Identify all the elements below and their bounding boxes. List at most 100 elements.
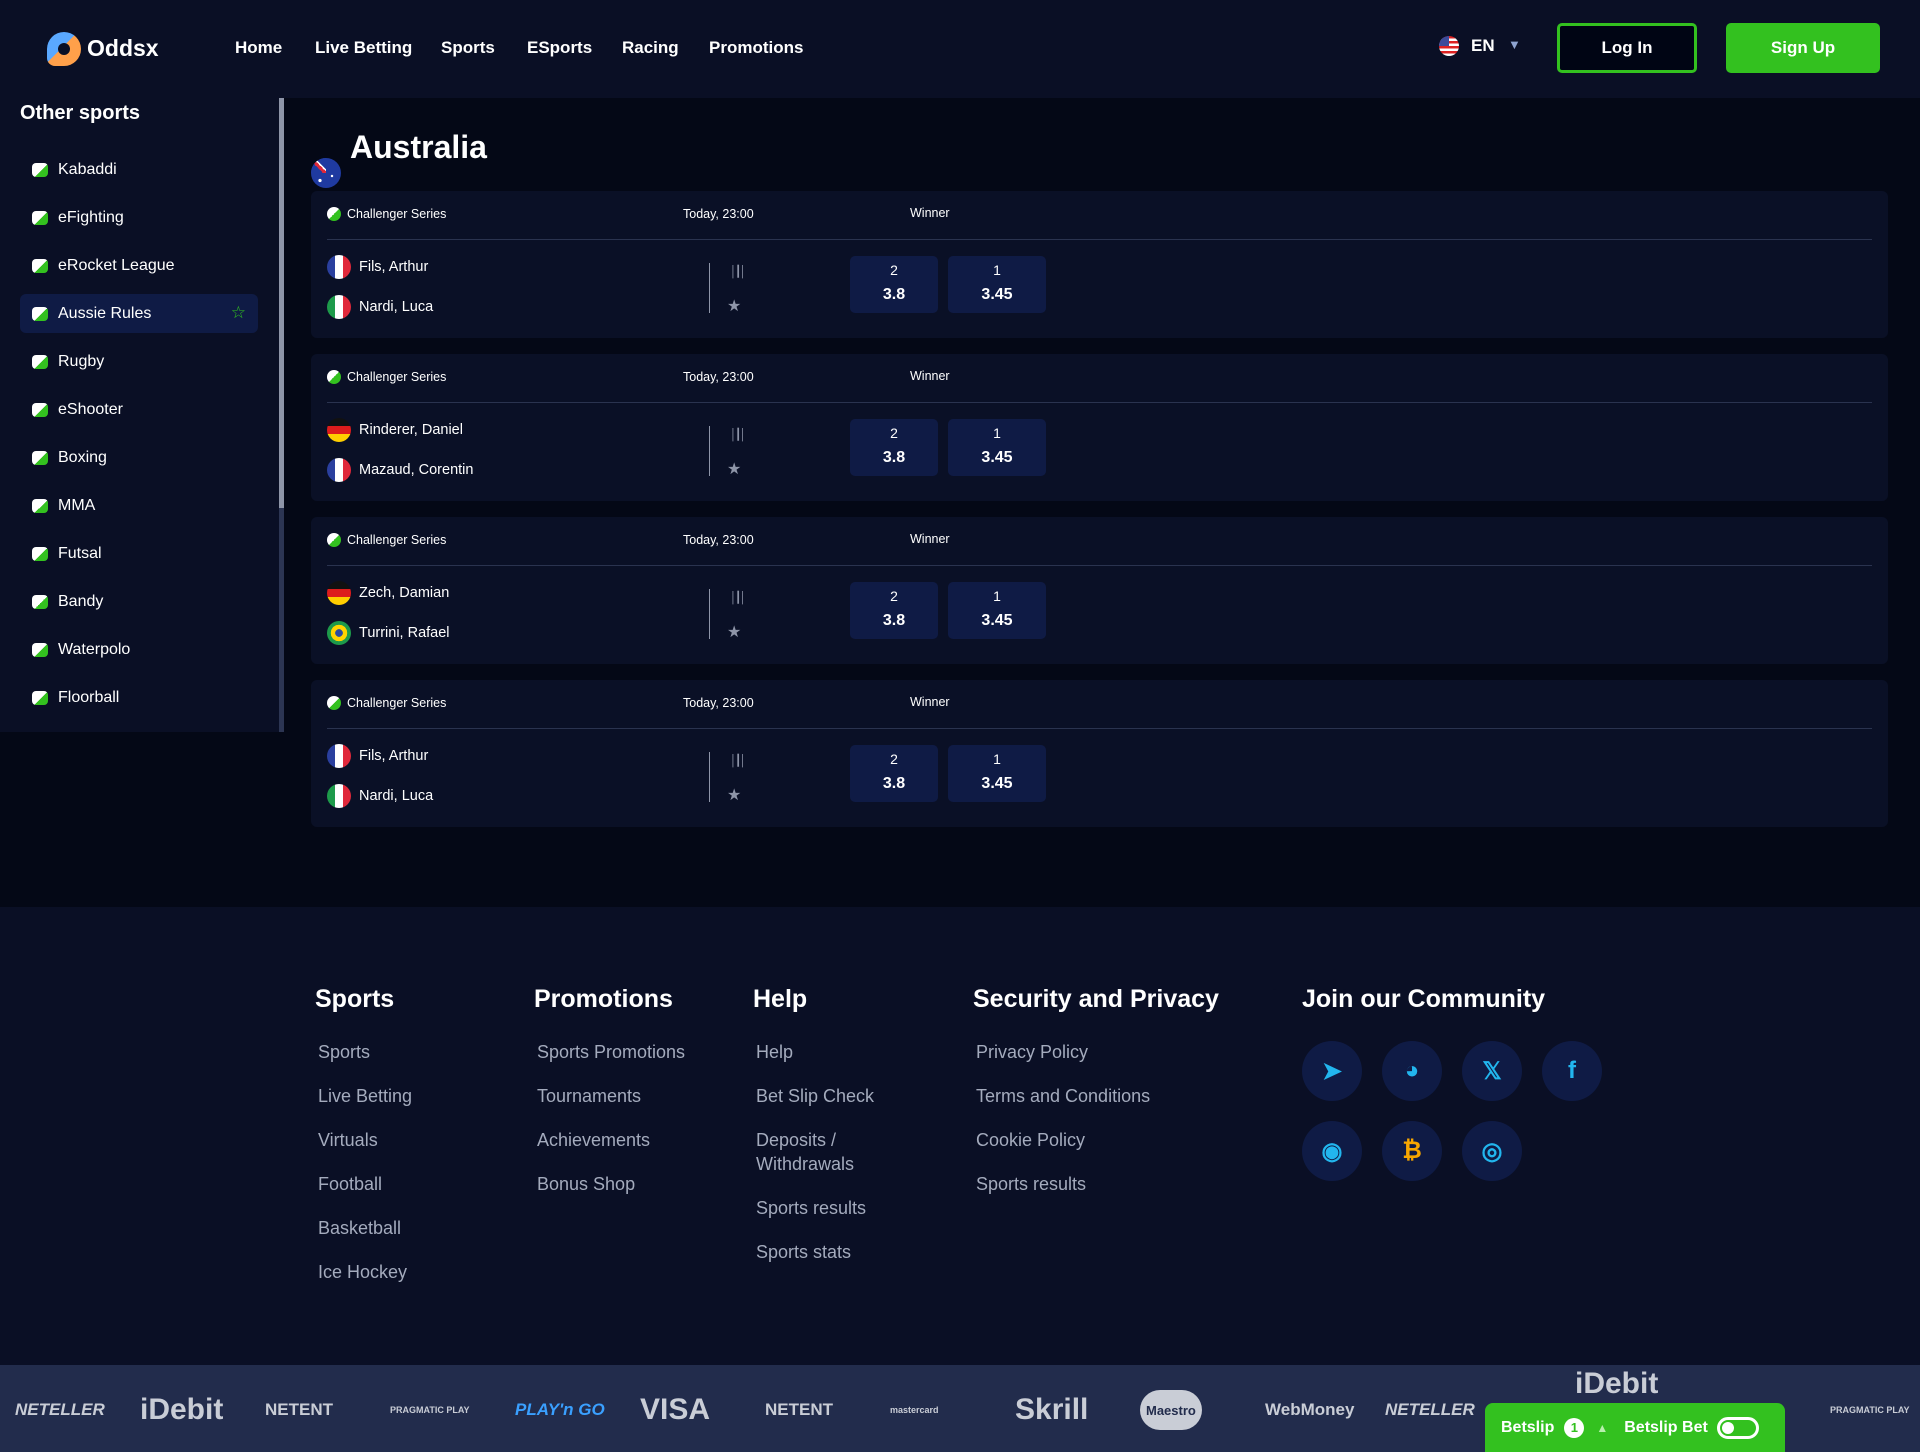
footer-link[interactable]: Virtuals xyxy=(318,1130,378,1150)
footer-link[interactable]: Cookie Policy xyxy=(976,1130,1086,1150)
team-row[interactable]: Zech, Damian xyxy=(327,581,449,605)
telegram-button[interactable]: ➤ xyxy=(1302,1041,1362,1101)
sidebar-item-futsal[interactable]: Futsal xyxy=(20,534,258,573)
footer-link[interactable]: Ice Hockey xyxy=(318,1262,408,1282)
favorite-star-icon[interactable]: ★ xyxy=(727,624,742,641)
eshooter-icon xyxy=(32,402,48,417)
chevron-up-icon[interactable]: ▲ xyxy=(1596,1420,1609,1435)
nav-esports[interactable]: ESports xyxy=(527,38,593,57)
favorite-star-icon[interactable]: ★ xyxy=(727,461,742,478)
footer-link[interactable]: Tournaments xyxy=(537,1086,642,1106)
league-name[interactable]: Challenger Series xyxy=(347,696,447,710)
league-name[interactable]: Challenger Series xyxy=(347,533,447,547)
odds-button[interactable]: 2 3.8 xyxy=(850,256,938,313)
favorite-star-icon[interactable]: ★ xyxy=(727,298,742,315)
language-selector[interactable]: EN xyxy=(1471,36,1495,55)
odds-button[interactable]: 2 3.8 xyxy=(850,582,938,639)
odds-value: 3.8 xyxy=(882,775,906,792)
league-name[interactable]: Challenger Series xyxy=(347,370,447,384)
team-name: Mazaud, Corentin xyxy=(359,462,474,478)
footer-link[interactable]: Sports xyxy=(318,1042,371,1062)
odds-button[interactable]: 1 3.45 xyxy=(948,582,1046,639)
sidebar-item-waterpolo[interactable]: Waterpolo xyxy=(20,630,258,669)
sidebar-item-aussie-rules[interactable]: Aussie Rules ☆ xyxy=(20,294,258,333)
sidebar-item-label: MMA xyxy=(58,496,96,514)
team-row[interactable]: Nardi, Luca xyxy=(327,295,433,319)
team-row[interactable]: Mazaud, Corentin xyxy=(327,458,473,482)
odds-outcome: 1 xyxy=(993,262,1001,278)
odds-button[interactable]: 1 3.45 xyxy=(948,419,1046,476)
favorite-star-icon[interactable]: ☆ xyxy=(230,303,246,322)
stats-icon[interactable]: │┃│ xyxy=(730,592,746,604)
league-name[interactable]: Challenger Series xyxy=(347,207,447,221)
team-row[interactable]: Fils, Arthur xyxy=(327,255,428,279)
footer-link[interactable]: Basketball xyxy=(318,1218,402,1238)
stats-icon[interactable]: │┃│ xyxy=(730,266,746,278)
sidebar-item-bandy[interactable]: Bandy xyxy=(20,582,258,621)
betslip-label[interactable]: Betslip xyxy=(1501,1418,1555,1436)
match-card: Challenger Series Today, 23:00 Winner Fils,… xyxy=(311,680,1888,827)
sidebar-item-label: eRocket League xyxy=(58,256,175,274)
footer-link[interactable]: Terms and Conditions xyxy=(976,1086,1151,1106)
odds-button[interactable]: 2 3.8 xyxy=(850,745,938,802)
footer-link[interactable]: Deposits / Withdrawals xyxy=(756,1130,855,1174)
chevron-down-icon[interactable]: ▼ xyxy=(1508,37,1521,52)
login-button[interactable]: Log In xyxy=(1557,23,1697,73)
github-button[interactable]: ◕ xyxy=(1382,1041,1442,1101)
team-row[interactable]: Rinderer, Daniel xyxy=(327,418,463,442)
team-row[interactable]: Turrini, Rafael xyxy=(327,621,450,645)
sidebar-item-mma[interactable]: MMA xyxy=(20,486,258,525)
footer-link[interactable]: Help xyxy=(756,1042,794,1062)
nav-home[interactable]: Home xyxy=(235,38,283,57)
team-row[interactable]: Fils, Arthur xyxy=(327,744,428,768)
nav-live-betting[interactable]: Live Betting xyxy=(315,38,413,57)
payment-logo: Skrill xyxy=(1015,1393,1089,1426)
odds-button[interactable]: 2 3.8 xyxy=(850,419,938,476)
sidebar-item-eshooter[interactable]: eShooter xyxy=(20,390,258,429)
sidebar-item-kabaddi[interactable]: Kabaddi xyxy=(20,150,258,189)
brand-name[interactable]: Oddsx xyxy=(87,35,159,61)
sidebar-item-floorball[interactable]: Floorball xyxy=(20,678,258,717)
footer-link[interactable]: Achievements xyxy=(537,1130,651,1150)
nav-racing[interactable]: Racing xyxy=(622,38,679,57)
x-button[interactable]: 𝕏 xyxy=(1462,1041,1522,1101)
betslip-bet-toggle[interactable] xyxy=(1716,1416,1759,1439)
nav-promotions[interactable]: Promotions xyxy=(709,38,804,57)
sidebar-item-rugby[interactable]: Rugby xyxy=(20,342,258,381)
boxing-icon xyxy=(32,450,48,465)
erocket-league-icon xyxy=(32,258,48,273)
footer-link[interactable]: Sports stats xyxy=(756,1242,852,1262)
favorite-star-icon[interactable]: ★ xyxy=(727,787,742,804)
footer-link[interactable]: Live Betting xyxy=(318,1086,413,1106)
signup-button[interactable]: Sign Up xyxy=(1726,23,1880,73)
instagram-button[interactable]: ◎ xyxy=(1462,1121,1522,1181)
us-flag-icon[interactable] xyxy=(1439,36,1459,56)
sidebar-item-boxing[interactable]: Boxing xyxy=(20,438,258,477)
discord-icon: ◉ xyxy=(1321,1137,1343,1165)
footer-link[interactable]: Sports results xyxy=(756,1198,867,1218)
odds-button[interactable]: 1 3.45 xyxy=(948,745,1046,802)
team-row[interactable]: Nardi, Luca xyxy=(327,784,433,808)
footer-link[interactable]: Football xyxy=(318,1174,383,1194)
facebook-button[interactable]: f xyxy=(1542,1041,1602,1101)
bitcoin-button[interactable]: ₿ xyxy=(1382,1121,1442,1181)
stats-icon[interactable]: │┃│ xyxy=(730,429,746,441)
payment-logo: NETENT xyxy=(765,1400,833,1419)
discord-button[interactable]: ◉ xyxy=(1302,1121,1362,1181)
stats-icon[interactable]: │┃│ xyxy=(730,755,746,767)
match-card: Challenger Series Today, 23:00 Winner Zech,… xyxy=(311,517,1888,664)
sidebar-item-erocket-league[interactable]: eRocket League xyxy=(20,246,258,285)
footer-link[interactable]: Sports results xyxy=(976,1174,1087,1194)
odds-button[interactable]: 1 3.45 xyxy=(948,256,1046,313)
footer-link[interactable]: Sports Promotions xyxy=(537,1042,686,1062)
sidebar-item-efighting[interactable]: eFighting xyxy=(20,198,258,237)
betslip-bar[interactable]: Betslip 1 ▲ Betslip Bet xyxy=(1485,1403,1785,1452)
footer-link[interactable]: Bonus Shop xyxy=(537,1174,636,1194)
logo-icon[interactable] xyxy=(47,32,81,66)
footer-link[interactable]: Bet Slip Check xyxy=(756,1086,875,1106)
footer-link[interactable]: Privacy Policy xyxy=(976,1042,1089,1062)
sidebar-scrollbar-thumb[interactable] xyxy=(279,98,284,508)
match-time: Today, 23:00 xyxy=(683,696,754,710)
nav-sports[interactable]: Sports xyxy=(441,38,495,57)
facebook-icon: f xyxy=(1568,1057,1576,1084)
